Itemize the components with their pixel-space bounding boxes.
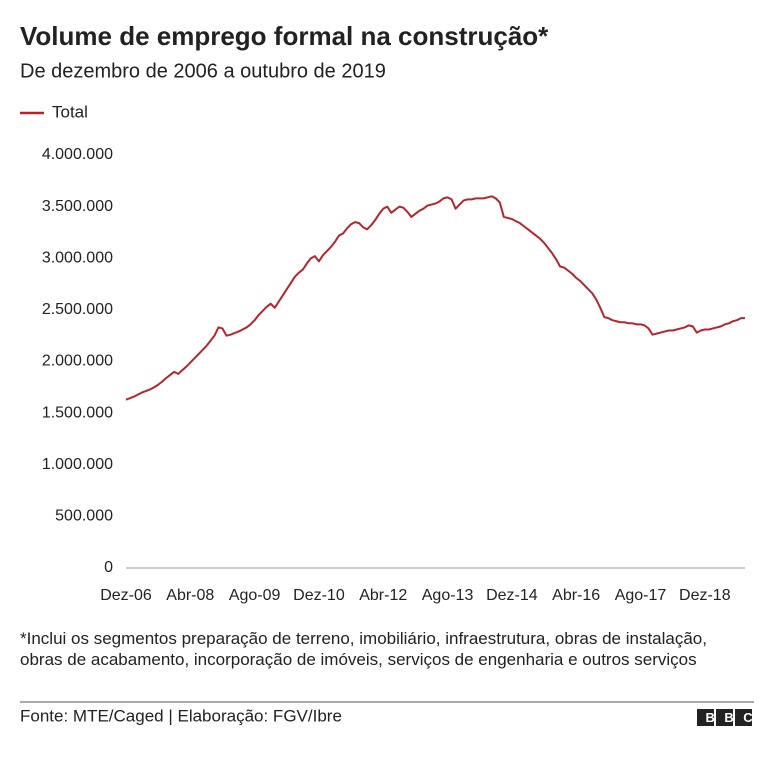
legend-label: Total bbox=[52, 102, 88, 121]
x-tick-label: Abr-08 bbox=[166, 587, 214, 604]
y-tick-label: 4.000.000 bbox=[42, 146, 113, 163]
x-tick-label: Ago-09 bbox=[229, 587, 281, 604]
y-tick-label: 3.500.000 bbox=[42, 198, 113, 215]
logo-text: BBC bbox=[706, 710, 763, 725]
x-tick-label: Ago-17 bbox=[615, 587, 667, 604]
x-tick-label: Abr-12 bbox=[359, 587, 407, 604]
footnote: *Inclui os segmentos preparação de terre… bbox=[20, 629, 707, 669]
logo: BBC bbox=[697, 709, 763, 726]
x-tick-label: Ago-13 bbox=[422, 587, 474, 604]
y-tick-label: 0 bbox=[104, 559, 113, 576]
y-tick-label: 3.000.000 bbox=[42, 249, 113, 266]
y-tick-label: 1.000.000 bbox=[42, 456, 113, 473]
data-line bbox=[125, 195, 745, 401]
y-tick-label: 2.500.000 bbox=[42, 301, 113, 318]
x-tick-label: Dez-18 bbox=[679, 587, 731, 604]
x-tick-label: Dez-10 bbox=[293, 587, 345, 604]
x-tick-label: Abr-16 bbox=[552, 587, 600, 604]
y-tick-label: 2.000.000 bbox=[42, 353, 113, 370]
x-tick-label: Dez-06 bbox=[100, 587, 152, 604]
chart-subtitle: De dezembro de 2006 a outubro de 2019 bbox=[20, 60, 386, 82]
y-tick-label: 1.500.000 bbox=[42, 404, 113, 421]
chart-title: Volume de emprego formal na construção* bbox=[20, 21, 549, 51]
x-tick-label: Dez-14 bbox=[486, 587, 538, 604]
source: Fonte: MTE/Caged | Elaboração: FGV/Ibre bbox=[20, 706, 342, 725]
y-tick-label: 500.000 bbox=[55, 508, 113, 525]
